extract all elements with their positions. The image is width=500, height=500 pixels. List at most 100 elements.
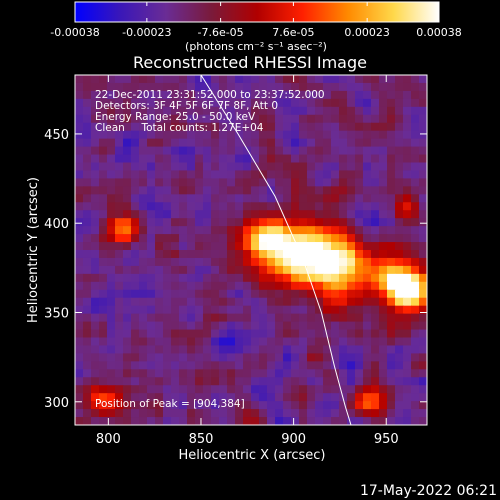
heatmap-cell (403, 313, 412, 323)
heatmap-cell (75, 393, 84, 402)
heatmap-cell (259, 98, 268, 108)
heatmap-cell (179, 353, 188, 362)
heatmap-cell (83, 178, 92, 187)
heatmap-cell (307, 250, 316, 259)
heatmap-cell (243, 178, 252, 187)
heatmap-cell (403, 130, 412, 140)
heatmap-cell (267, 194, 276, 203)
heatmap-cell (227, 250, 236, 259)
heatmap-cell (107, 385, 116, 394)
heatmap-cell (275, 226, 284, 235)
heatmap-cell (179, 289, 188, 299)
heatmap-cell (403, 154, 412, 164)
heatmap-cell (203, 106, 212, 116)
heatmap-cell (323, 250, 332, 259)
heatmap-cell (379, 369, 388, 378)
heatmap-cell (259, 289, 268, 299)
heatmap-cell (403, 194, 412, 203)
heatmap-cell (419, 361, 427, 370)
heatmap-cell (123, 82, 132, 92)
heatmap-cell (107, 170, 116, 179)
heatmap-cell (211, 289, 220, 299)
heatmap-cell (283, 337, 292, 347)
heatmap-cell (227, 305, 236, 315)
heatmap-cell (219, 329, 228, 339)
heatmap-cell (147, 329, 156, 339)
heatmap-cell (211, 417, 220, 425)
heatmap-cell (283, 321, 292, 331)
heatmap-cell (411, 265, 420, 275)
heatmap-cell (379, 409, 388, 418)
heatmap-cell (179, 369, 188, 378)
heatmap-cell (387, 313, 396, 323)
heatmap-cell (235, 409, 244, 418)
heatmap-cell (75, 329, 84, 339)
heatmap-cell (139, 257, 148, 267)
heatmap-cell (299, 194, 308, 203)
heatmap-cell (283, 122, 292, 132)
heatmap-cell (379, 75, 388, 84)
heatmap-cell (123, 273, 132, 283)
heatmap-cell (91, 146, 100, 156)
heatmap-cell (347, 242, 356, 251)
heatmap-cell (419, 202, 427, 211)
heatmap-cell (163, 377, 172, 386)
heatmap-cell (307, 369, 316, 378)
heatmap-cell (227, 146, 236, 156)
heatmap-cell (307, 401, 316, 410)
heatmap-cell (379, 273, 388, 283)
heatmap-cell (203, 273, 212, 283)
heatmap-cell (171, 202, 180, 211)
heatmap-cell (115, 329, 124, 339)
x-tick-label: 800 (96, 432, 121, 447)
heatmap-cell (235, 345, 244, 354)
heatmap-cell (171, 377, 180, 386)
peak-position-text: Position of Peak = [904,384] (95, 398, 245, 410)
heatmap-cell (75, 385, 84, 394)
heatmap-cell (275, 297, 284, 307)
heatmap-cell (331, 146, 340, 156)
heatmap-cell (227, 234, 236, 243)
heatmap-cell (371, 170, 380, 179)
heatmap-cell (259, 242, 268, 251)
heatmap-cell (347, 289, 356, 299)
heatmap-cell (155, 90, 164, 100)
heatmap-cell (307, 226, 316, 235)
heatmap-cell (315, 297, 324, 307)
heatmap-cell (379, 234, 388, 243)
heatmap-cell (147, 393, 156, 402)
heatmap-cell (355, 385, 364, 394)
heatmap-cell (179, 138, 188, 148)
heatmap-cell (115, 385, 124, 394)
heatmap-cell (307, 114, 316, 124)
heatmap-cell (107, 106, 116, 116)
heatmap-cell (315, 321, 324, 331)
heatmap-cell (411, 210, 420, 219)
heatmap-cell (379, 242, 388, 251)
heatmap-cell (171, 90, 180, 100)
heatmap-cell (347, 154, 356, 164)
heatmap-cell (187, 257, 196, 267)
heatmap-cell (379, 210, 388, 219)
heatmap-cell (115, 130, 124, 140)
heatmap-cell (323, 345, 332, 354)
heatmap-cell (275, 75, 284, 84)
heatmap-cell (267, 75, 276, 84)
heatmap-cell (219, 250, 228, 259)
heatmap-cell (299, 210, 308, 219)
heatmap-cell (315, 234, 324, 243)
heatmap-cell (275, 257, 284, 267)
heatmap-cell (339, 178, 348, 187)
heatmap-cell (211, 218, 220, 227)
heatmap-cell (379, 313, 388, 323)
heatmap-cell (155, 210, 164, 219)
heatmap-cell (171, 321, 180, 331)
heatmap-cell (107, 130, 116, 140)
heatmap-cell (147, 353, 156, 362)
heatmap-cell (91, 75, 100, 84)
heatmap-cell (123, 265, 132, 275)
heatmap-cell (251, 194, 260, 203)
heatmap-cell (187, 353, 196, 362)
heatmap-cell (411, 409, 420, 418)
heatmap-cell (227, 377, 236, 386)
